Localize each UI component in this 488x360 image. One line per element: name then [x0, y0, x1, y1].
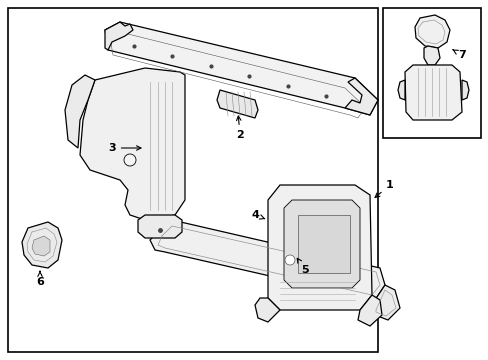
Text: 4: 4	[250, 210, 264, 220]
Polygon shape	[105, 22, 377, 115]
Polygon shape	[423, 46, 439, 65]
Text: 5: 5	[297, 258, 308, 275]
Polygon shape	[217, 90, 258, 118]
Polygon shape	[461, 80, 468, 100]
Circle shape	[285, 255, 294, 265]
Circle shape	[124, 154, 136, 166]
Polygon shape	[284, 200, 359, 288]
Text: 2: 2	[236, 116, 244, 140]
Polygon shape	[404, 65, 461, 120]
Bar	[8, 8, 377, 352]
Polygon shape	[397, 80, 404, 100]
Polygon shape	[80, 68, 184, 220]
Polygon shape	[254, 298, 280, 322]
Bar	[297, 215, 349, 273]
Polygon shape	[105, 22, 133, 50]
Polygon shape	[32, 236, 50, 256]
Polygon shape	[65, 75, 95, 148]
Polygon shape	[22, 222, 62, 268]
Polygon shape	[150, 220, 384, 300]
Polygon shape	[138, 215, 182, 238]
Text: 3: 3	[108, 143, 141, 153]
Polygon shape	[357, 295, 381, 326]
Text: 7: 7	[452, 50, 465, 60]
Polygon shape	[345, 78, 377, 115]
Polygon shape	[267, 185, 371, 310]
Text: 1: 1	[374, 180, 393, 197]
Polygon shape	[369, 285, 399, 320]
Polygon shape	[414, 15, 449, 48]
Text: 6: 6	[36, 271, 44, 287]
Bar	[382, 8, 480, 138]
